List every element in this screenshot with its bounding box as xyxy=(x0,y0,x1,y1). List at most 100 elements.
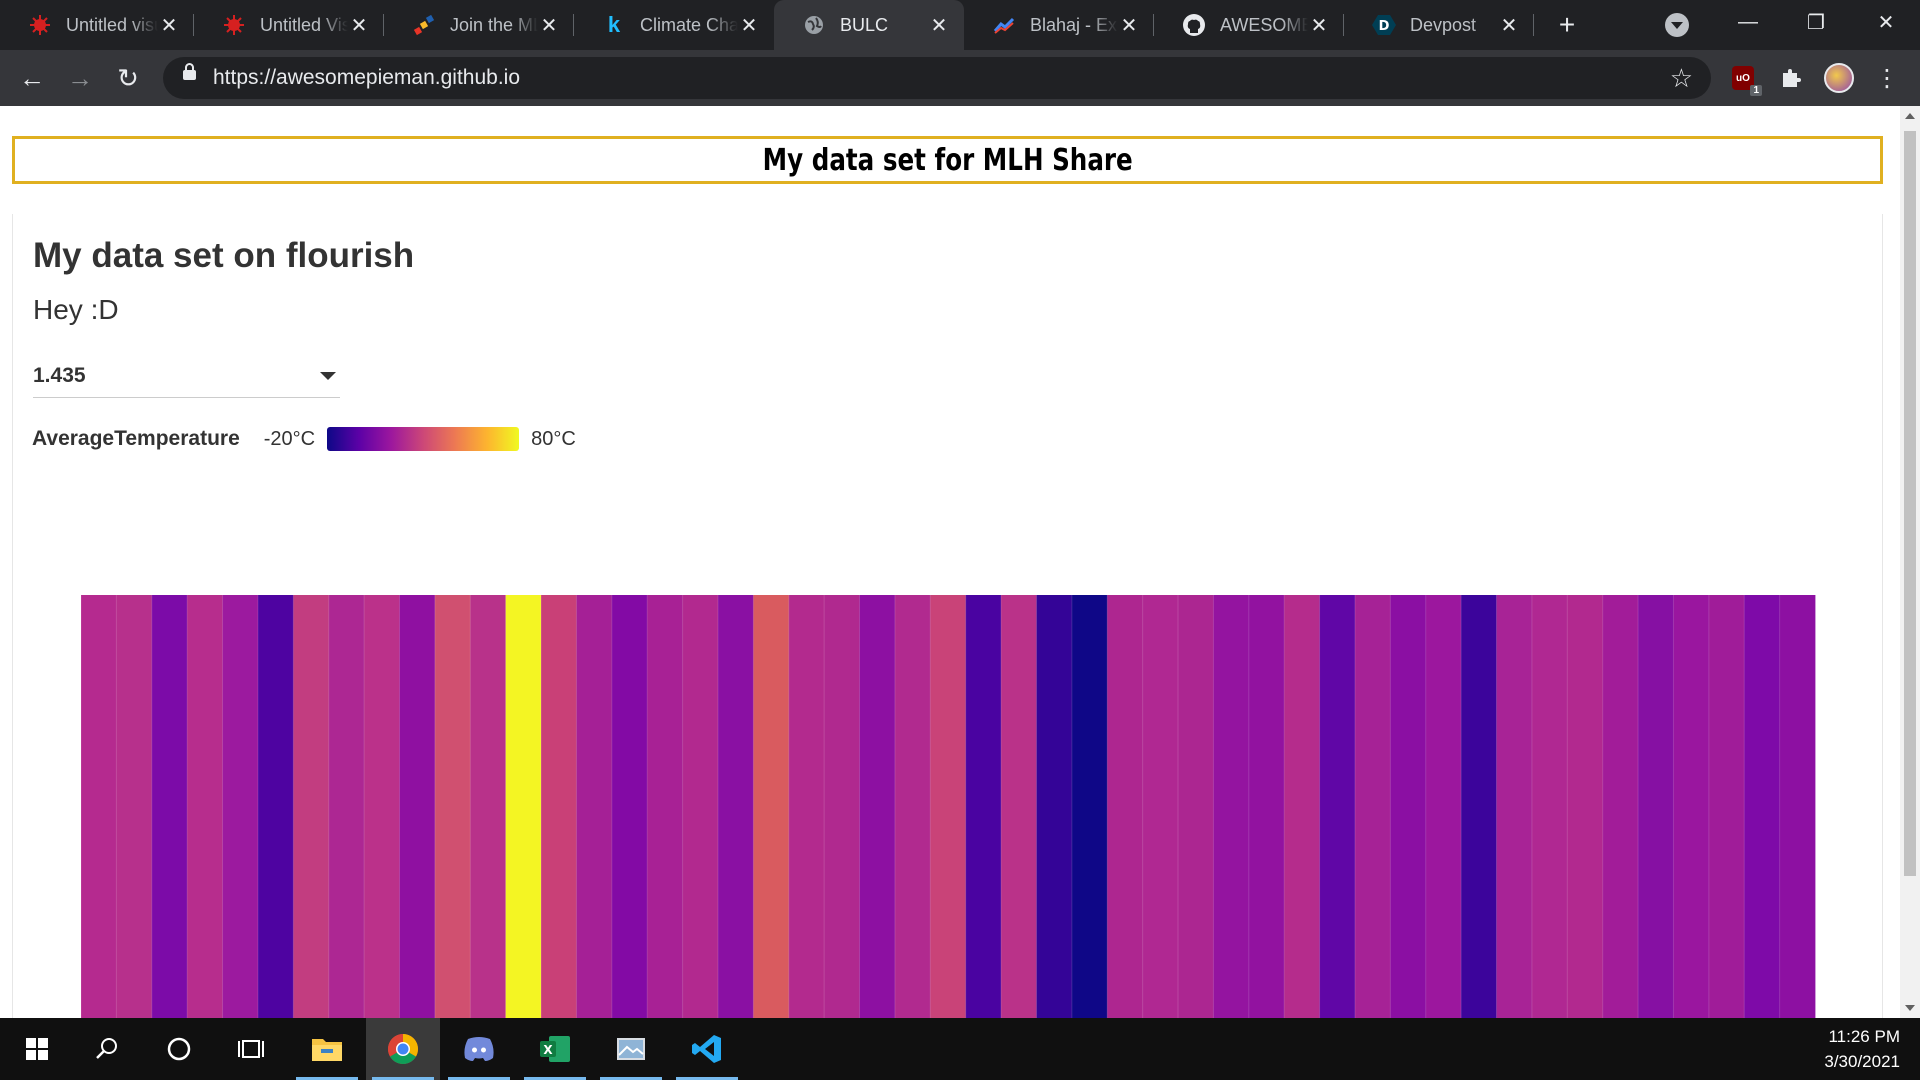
restore-button[interactable]: ❐ xyxy=(1807,11,1825,34)
close-tab-icon[interactable]: ✕ xyxy=(1120,14,1138,37)
heatmap-cell[interactable] xyxy=(293,595,330,1018)
heatmap-cell[interactable] xyxy=(894,595,931,1018)
heatmap-cell[interactable] xyxy=(717,595,754,1018)
tab-strip: Untitled visualisation ✕ Untitled Visual… xyxy=(0,0,1920,50)
search-icon[interactable] xyxy=(70,1018,144,1080)
task-view-icon[interactable] xyxy=(214,1018,288,1080)
heatmap-cell[interactable] xyxy=(682,595,719,1018)
value-dropdown[interactable]: 1.435 xyxy=(33,356,340,398)
heatmap-cell[interactable] xyxy=(1001,595,1037,1018)
back-button[interactable]: ← xyxy=(19,62,45,93)
close-tab-icon[interactable]: ✕ xyxy=(1310,14,1328,37)
flourish-icon xyxy=(28,13,52,37)
heatmap-cell[interactable] xyxy=(1178,595,1214,1018)
heatmap-cell[interactable] xyxy=(1248,595,1285,1018)
close-tab-icon[interactable]: ✕ xyxy=(160,14,178,37)
system-clock[interactable]: 11:26 PM 3/30/2021 xyxy=(1824,1024,1900,1074)
heatmap-cell[interactable] xyxy=(1213,595,1250,1018)
vscode-icon[interactable] xyxy=(670,1018,744,1080)
heatmap-cell[interactable] xyxy=(1319,595,1356,1018)
tab-search-icon[interactable] xyxy=(1665,13,1689,37)
tab-climate-change[interactable]: k Climate Change ✕ xyxy=(574,0,774,50)
tab-blahaj-explore[interactable]: Blahaj - Explore ✕ xyxy=(964,0,1154,50)
heatmap-cell[interactable] xyxy=(434,595,471,1018)
heatmap-cell[interactable] xyxy=(1107,595,1144,1018)
tab-title: Untitled Visualisation xyxy=(260,14,348,35)
heatmap-cell[interactable] xyxy=(81,595,117,1018)
heatmap-cell[interactable] xyxy=(1708,595,1745,1018)
close-window-button[interactable]: ✕ xyxy=(1877,11,1895,34)
photos-icon[interactable] xyxy=(594,1018,668,1080)
heatmap-cell[interactable] xyxy=(187,595,223,1018)
heatmap-cell[interactable] xyxy=(151,595,188,1018)
forward-button[interactable]: → xyxy=(67,62,93,93)
close-tab-icon[interactable]: ✕ xyxy=(930,14,948,37)
heatmap-cell[interactable] xyxy=(541,595,577,1018)
heatmap-cell[interactable] xyxy=(753,595,790,1018)
heatmap-cell[interactable] xyxy=(1390,595,1427,1018)
cortana-icon[interactable] xyxy=(142,1018,216,1080)
close-tab-icon[interactable]: ✕ xyxy=(1500,14,1518,37)
scrollbar-thumb[interactable] xyxy=(1904,131,1916,876)
heatmap-cell[interactable] xyxy=(1354,595,1391,1018)
heatmap-cell[interactable] xyxy=(364,595,400,1018)
heatmap-cell[interactable] xyxy=(1284,595,1320,1018)
close-tab-icon[interactable]: ✕ xyxy=(350,14,368,37)
heatmap-cell[interactable] xyxy=(965,595,1002,1018)
file-explorer-icon[interactable] xyxy=(290,1018,364,1080)
heatmap-cell[interactable] xyxy=(222,595,259,1018)
heatmap-cell[interactable] xyxy=(257,595,294,1018)
address-bar[interactable]: https://awesomepieman.github.io ☆ xyxy=(163,57,1711,99)
heatmap-cell[interactable] xyxy=(470,595,507,1018)
heatmap-cell[interactable] xyxy=(1142,595,1179,1018)
heatmap-cell[interactable] xyxy=(647,595,683,1018)
tab-join-the-mlh[interactable]: Join the MLH ✕ xyxy=(384,0,574,50)
heatmap-cell[interactable] xyxy=(1496,595,1533,1018)
heatmap-cell[interactable] xyxy=(930,595,967,1018)
page-scrollbar[interactable] xyxy=(1900,106,1920,1018)
close-tab-icon[interactable]: ✕ xyxy=(540,14,558,37)
new-tab-button[interactable]: + xyxy=(1558,9,1576,40)
chrome-icon[interactable] xyxy=(366,1018,440,1080)
profile-avatar[interactable] xyxy=(1824,63,1854,93)
tab-untitled-visualisation-2[interactable]: Untitled Visualisation ✕ xyxy=(194,0,384,50)
heatmap-cell[interactable] xyxy=(1531,595,1568,1018)
heatmap-cell[interactable] xyxy=(576,595,613,1018)
close-tab-icon[interactable]: ✕ xyxy=(740,14,758,37)
reload-button[interactable]: ↻ xyxy=(117,62,139,93)
tab-awesomepieman[interactable]: AWESOMEPIEMAN ✕ xyxy=(1154,0,1344,50)
minimize-button[interactable]: — xyxy=(1738,10,1758,33)
heatmap-cell[interactable] xyxy=(116,595,153,1018)
svg-text:D: D xyxy=(1379,19,1390,34)
heatmap-cell[interactable] xyxy=(399,595,436,1018)
tab-devpost[interactable]: D Devpost ✕ xyxy=(1344,0,1534,50)
heatmap-cell[interactable] xyxy=(1638,595,1674,1018)
scroll-down-icon[interactable] xyxy=(1905,1005,1915,1011)
extensions-puzzle-icon[interactable] xyxy=(1776,63,1806,93)
heatmap-cell[interactable] xyxy=(1744,595,1781,1018)
heatmap-cell[interactable] xyxy=(505,595,542,1018)
ublock-extension-icon[interactable]: uO 1 xyxy=(1732,66,1762,96)
tab-bulc[interactable]: BULC ✕ xyxy=(774,0,964,50)
devpost-icon: D xyxy=(1372,13,1396,37)
discord-icon[interactable] xyxy=(442,1018,516,1080)
excel-icon[interactable]: X xyxy=(518,1018,592,1080)
heatmap-cell[interactable] xyxy=(788,595,825,1018)
scroll-up-icon[interactable] xyxy=(1905,113,1915,119)
heatmap-cell[interactable] xyxy=(611,595,648,1018)
bookmark-star-icon[interactable]: ☆ xyxy=(1669,63,1693,93)
chrome-menu-icon[interactable]: ⋮ xyxy=(1875,64,1899,92)
heatmap-cell[interactable] xyxy=(328,595,365,1018)
heatmap-cell[interactable] xyxy=(1567,595,1604,1018)
heatmap-cell[interactable] xyxy=(1673,595,1710,1018)
heatmap-cell[interactable] xyxy=(1602,595,1639,1018)
heatmap-cell[interactable] xyxy=(1036,595,1073,1018)
heatmap-cell[interactable] xyxy=(1779,595,1816,1018)
windows-start-icon[interactable] xyxy=(0,1018,74,1080)
tab-untitled-visualisation-1[interactable]: Untitled visualisation ✕ xyxy=(0,0,194,50)
heatmap-cell[interactable] xyxy=(1461,595,1497,1018)
heatmap-cell[interactable] xyxy=(1071,595,1108,1018)
heatmap-cell[interactable] xyxy=(1425,595,1462,1018)
heatmap-cell[interactable] xyxy=(824,595,860,1018)
heatmap-cell[interactable] xyxy=(859,595,896,1018)
